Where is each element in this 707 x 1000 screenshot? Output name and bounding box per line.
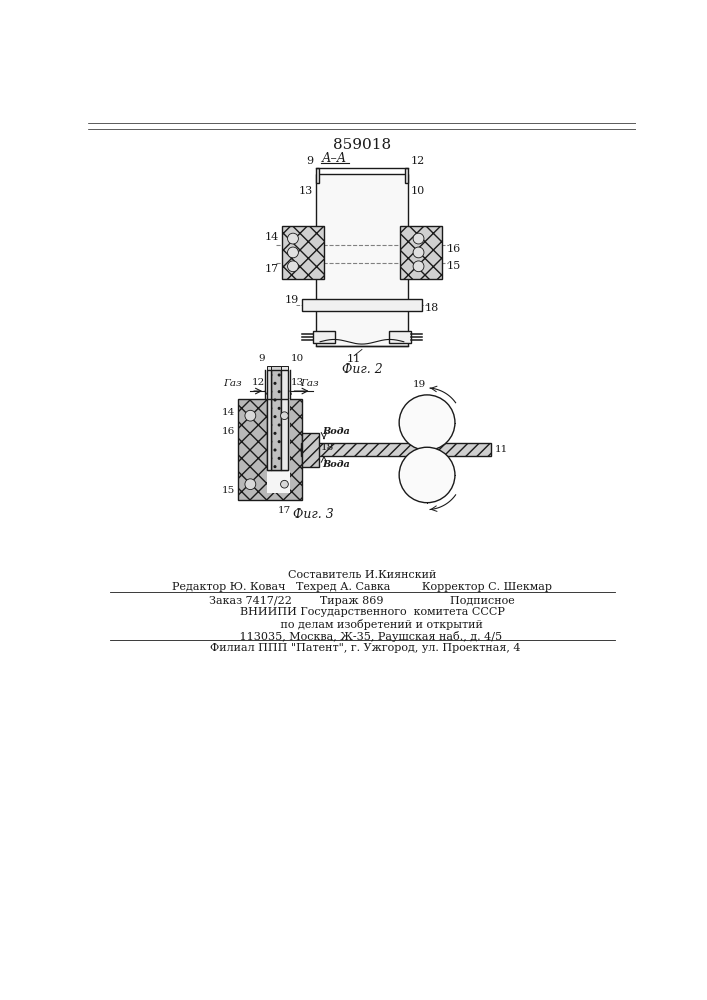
Text: 9: 9 [259,354,265,363]
Circle shape [288,233,298,244]
Circle shape [288,247,298,258]
Text: 18: 18 [321,443,334,452]
Bar [313,331,335,343]
Text: Составитель И.Киянский: Составитель И.Киянский [288,570,436,580]
Text: Фиг. 3: Фиг. 3 [293,508,334,521]
Text: 16: 16 [446,244,461,254]
Bar [238,399,303,500]
Text: 15: 15 [221,486,235,495]
Circle shape [245,479,256,490]
Bar [281,399,288,470]
Text: 13: 13 [299,186,313,196]
Circle shape [281,480,288,488]
Bar [267,366,271,370]
Text: 12: 12 [252,378,265,387]
Bar [404,168,408,183]
Bar [389,331,411,343]
Text: 11: 11 [347,354,361,364]
Text: Газ: Газ [300,379,319,388]
Text: 15: 15 [446,261,461,271]
Bar [400,226,442,279]
Circle shape [281,412,288,420]
Text: А–А: А–А [322,152,347,165]
Text: Заказ 7417/22        Тираж 869                   Подписное: Заказ 7417/22 Тираж 869 Подписное [209,596,515,606]
Bar [281,366,288,370]
Bar [267,399,271,470]
Text: 9: 9 [306,156,313,166]
Text: 10: 10 [411,186,425,196]
Text: 11: 11 [495,445,508,454]
Bar [267,370,271,470]
Bar [316,168,320,183]
Circle shape [399,395,455,450]
Text: 16: 16 [221,427,235,436]
Text: 17: 17 [278,506,291,515]
Text: по делам изобретений и открытий: по делам изобретений и открытий [242,619,482,630]
Circle shape [413,247,424,258]
Text: 17: 17 [265,264,279,274]
Text: 14: 14 [221,408,235,417]
Text: ВНИИПИ Государственного  комитета СССР: ВНИИПИ Государственного комитета СССР [219,607,505,617]
Bar [271,399,281,470]
Bar [282,226,324,279]
Text: Газ: Газ [223,379,242,388]
Text: 18: 18 [425,303,439,313]
Bar [271,366,281,370]
Text: 13: 13 [291,378,304,387]
Text: 113035, Москва, Ж-35, Раушская наб., д. 4/5: 113035, Москва, Ж-35, Раушская наб., д. … [222,631,502,642]
Bar [303,433,320,466]
Text: 19: 19 [413,380,426,389]
Text: 19: 19 [285,295,299,305]
Bar [281,370,288,470]
Circle shape [288,261,298,272]
Circle shape [245,410,256,421]
Bar [267,399,290,493]
Text: 859018: 859018 [333,138,391,152]
Bar [271,370,281,470]
Text: Вода: Вода [322,460,350,469]
Text: 10: 10 [291,354,304,363]
Text: Редактор Ю. Ковач   Техред А. Савка         Корректор С. Шекмар: Редактор Ю. Ковач Техред А. Савка Коррек… [172,582,552,592]
Text: Филиал ППП "Патент", г. Ужгород, ул. Проектная, 4: Филиал ППП "Патент", г. Ужгород, ул. Про… [203,643,520,653]
Text: Вода: Вода [322,427,350,436]
Bar [303,299,421,311]
Text: Фиг. 2: Фиг. 2 [341,363,382,376]
Text: 14: 14 [265,232,279,242]
Text: 12: 12 [411,156,425,166]
Circle shape [399,447,455,503]
Bar [300,443,491,456]
Circle shape [413,233,424,244]
Bar [316,174,408,346]
Circle shape [413,261,424,272]
